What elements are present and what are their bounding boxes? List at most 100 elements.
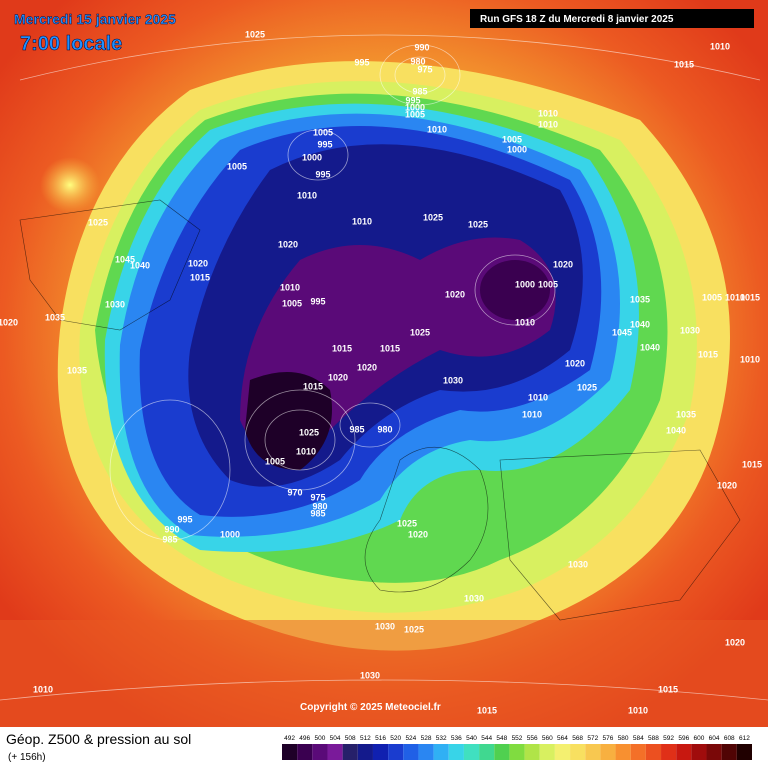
isobar-label: 970 <box>287 487 302 497</box>
isobar-label: 1005 <box>313 127 333 137</box>
colorbar-swatch <box>570 744 586 760</box>
isobar-label: 1020 <box>0 317 18 327</box>
isobar-label: 1010 <box>710 41 730 51</box>
colorbar-swatch <box>676 744 692 760</box>
colorbar-label: 612 <box>739 735 750 742</box>
isobar-label: 1010 <box>280 282 300 292</box>
colorbar-label: 608 <box>724 735 735 742</box>
isobar-label: 995 <box>315 169 330 179</box>
isobar-label: 1020 <box>445 289 465 299</box>
isobar-label: 1005 <box>538 279 558 289</box>
isobar-label: 980 <box>377 424 392 434</box>
colorbar-label: 532 <box>436 735 447 742</box>
colorbar-label: 496 <box>299 735 310 742</box>
colorbar-label: 540 <box>466 735 477 742</box>
colorbar-label: 584 <box>633 735 644 742</box>
isobar-label: 1010 <box>522 409 542 419</box>
isobar-labels: 1025990980975995985995100010051010101010… <box>0 29 762 715</box>
isobar-label: 1000 <box>405 102 425 112</box>
isobar-label: 1025 <box>423 212 443 222</box>
isobar-label: 990 <box>414 42 429 52</box>
isobar-label: 1015 <box>742 459 762 469</box>
isobar-label: 995 <box>310 296 325 306</box>
isobar-label: 1005 <box>702 292 722 302</box>
colorbar-swatch <box>661 744 677 760</box>
colorbar-label: 544 <box>481 735 492 742</box>
colorbar-label: 592 <box>663 735 674 742</box>
copyright: Copyright © 2025 Meteociel.fr <box>300 702 441 713</box>
isobar-label: 1015 <box>303 381 323 391</box>
isobar-label: 990 <box>164 524 179 534</box>
colorbar-swatch <box>645 744 662 760</box>
isobar-label: 985 <box>349 424 364 434</box>
colorbar-swatch <box>312 744 328 760</box>
colorbar-swatch <box>706 744 722 760</box>
colorbar-swatch <box>630 744 646 760</box>
isobar-label: 980 <box>410 56 425 66</box>
colorbar-swatch <box>463 744 480 760</box>
isobar-label: 1000 <box>220 529 240 539</box>
isobar-label: 1020 <box>357 362 377 372</box>
isobar-label: 1020 <box>725 637 745 647</box>
isobar-label: 1015 <box>190 272 210 282</box>
isobar-label: 1045 <box>115 254 135 264</box>
colorbar-swatch <box>418 744 434 760</box>
isobar-label: 1005 <box>405 109 425 119</box>
colorbar-swatch <box>433 744 449 760</box>
isobar-label: 1020 <box>717 480 737 490</box>
isobar-label: 1025 <box>468 219 488 229</box>
isobar-label: 1040 <box>640 342 660 352</box>
isobar-label: 1030 <box>375 621 395 631</box>
colorbar-label: 596 <box>678 735 689 742</box>
isobar-label: 1015 <box>332 343 352 353</box>
isobar-label: 1020 <box>278 239 298 249</box>
colorbar-label: 548 <box>496 735 507 742</box>
isobar-label: 1045 <box>612 327 632 337</box>
colorbar-label: 536 <box>451 735 462 742</box>
isobar-label: 1040 <box>130 260 150 270</box>
isobar-label: 995 <box>177 514 192 524</box>
colorbar: 492 496 500 504 508 512 516 520 524 528 532 536 540 5… <box>282 735 752 760</box>
isobar-label: 980 <box>312 501 327 511</box>
colorbar-swatch <box>585 744 601 760</box>
isobar-label: 1035 <box>630 294 650 304</box>
coastlines <box>19 199 741 621</box>
forecast-date: Mercredi 15 janvier 2025 <box>14 11 176 27</box>
isobar-label: 995 <box>405 95 420 105</box>
isobars <box>0 34 768 701</box>
colorbar-label: 556 <box>527 735 538 742</box>
run-box <box>470 9 754 28</box>
isobar-label: 1020 <box>553 259 573 269</box>
colorbar-swatch <box>388 744 404 760</box>
colorbar-swatch <box>691 744 707 760</box>
isobar-label: 1030 <box>360 670 380 680</box>
colorbar-swatch <box>721 744 737 760</box>
isobar-label: 1015 <box>698 349 718 359</box>
colorbar-swatch <box>372 744 389 760</box>
isobar-label: 1010 <box>296 446 316 456</box>
colorbar-label: 564 <box>557 735 568 742</box>
isobar-label: 1020 <box>565 358 585 368</box>
colorbar-swatch <box>403 744 419 760</box>
isobar-label: 1000 <box>302 152 322 162</box>
isobar-label: 1010 <box>515 317 535 327</box>
colorbar-swatch <box>448 744 464 760</box>
isobar-label: 1025 <box>397 518 417 528</box>
colorbar-swatch <box>357 744 373 760</box>
isobar-label: 1015 <box>658 684 678 694</box>
colorbar-label: 492 <box>284 735 295 742</box>
colorbar-swatch <box>736 744 752 760</box>
colorbar-swatch <box>327 744 343 760</box>
isobar-label: 1005 <box>227 161 247 171</box>
colorbar-label: 552 <box>512 735 523 742</box>
isobar-label: 1030 <box>568 559 588 569</box>
isobar-label: 1025 <box>577 382 597 392</box>
isobar-label: 1030 <box>443 375 463 385</box>
isobar-label: 1020 <box>188 258 208 268</box>
colorbar-swatch <box>494 744 510 760</box>
isobar-label: 1015 <box>674 59 694 69</box>
colorbar-label: 560 <box>542 735 553 742</box>
isobar-label: 1025 <box>410 327 430 337</box>
isobar-label: 975 <box>310 492 325 502</box>
colorbar-label: 512 <box>360 735 371 742</box>
